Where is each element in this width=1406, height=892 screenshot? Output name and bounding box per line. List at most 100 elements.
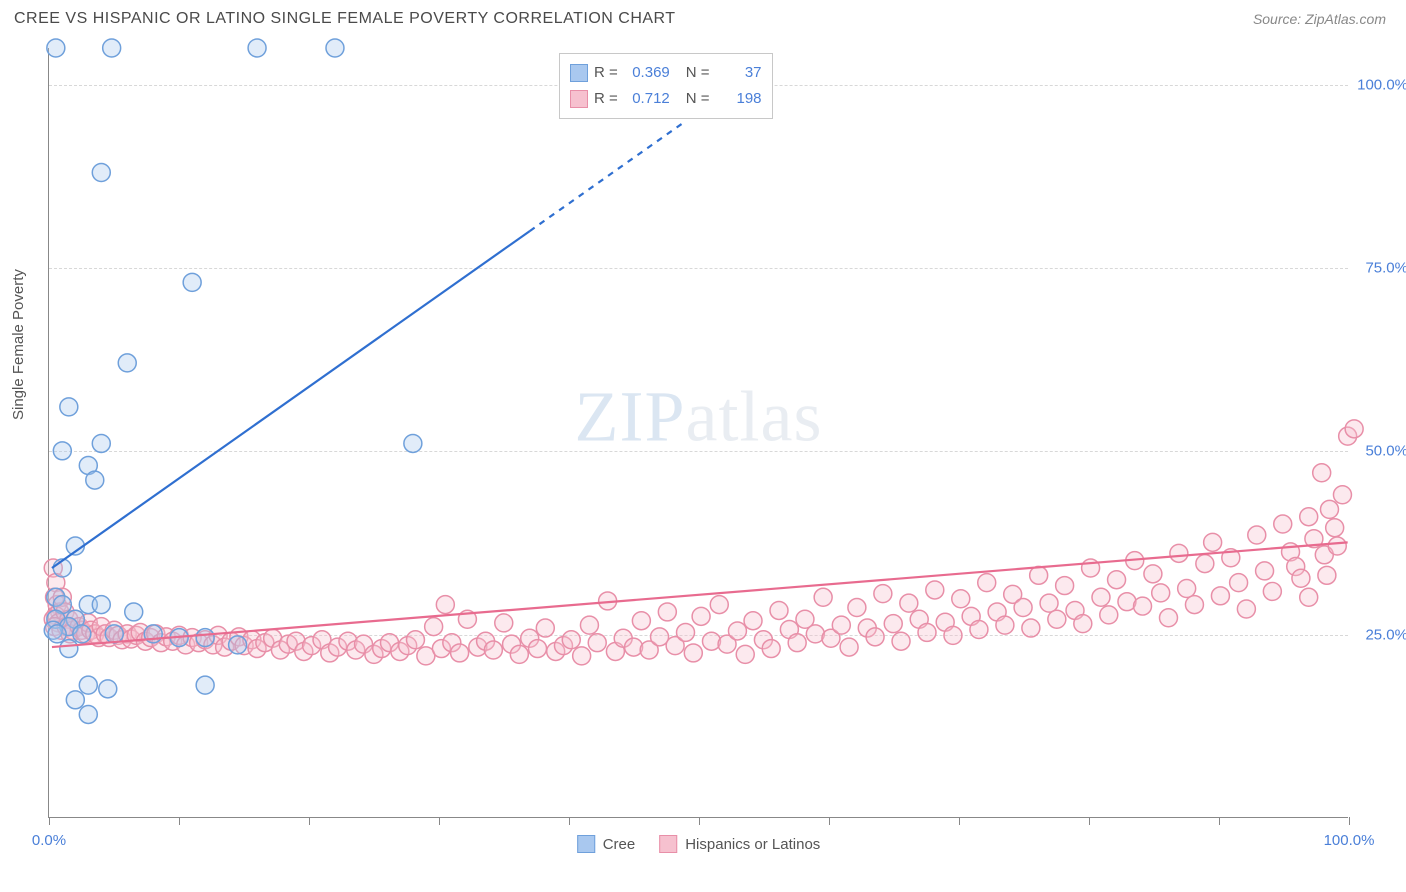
data-point [996, 616, 1014, 634]
data-point [1320, 500, 1338, 518]
y-axis-label: Single Female Poverty [10, 269, 27, 420]
x-tick [569, 817, 570, 825]
data-point [183, 273, 201, 291]
swatch-cree-icon [577, 835, 595, 853]
x-tick [1089, 817, 1090, 825]
x-tick [699, 817, 700, 825]
x-tick [439, 817, 440, 825]
data-point [1300, 508, 1318, 526]
trend-line [52, 231, 530, 568]
data-point [892, 632, 910, 650]
x-tick [179, 817, 180, 825]
scatter-plot [49, 48, 1348, 817]
data-point [573, 647, 591, 665]
data-point [529, 640, 547, 658]
data-point [60, 398, 78, 416]
data-point [1022, 619, 1040, 637]
data-point [1030, 566, 1048, 584]
data-point [952, 590, 970, 608]
y-tick-label: 75.0% [1353, 260, 1406, 277]
data-point [814, 588, 832, 606]
data-point [1100, 606, 1118, 624]
data-point [736, 645, 754, 663]
data-point [692, 607, 710, 625]
x-tick [309, 817, 310, 825]
data-point [406, 631, 424, 649]
data-point [1318, 566, 1336, 584]
data-point [1333, 486, 1351, 504]
data-point [632, 612, 650, 630]
chart-area: ZIPatlas R = 0.369 N = 37 R = 0.712 N = … [48, 48, 1348, 818]
data-point [66, 691, 84, 709]
data-point [229, 636, 247, 654]
data-point [536, 619, 554, 637]
data-point [658, 603, 676, 621]
data-point [451, 644, 469, 662]
data-point [702, 632, 720, 650]
data-point [1248, 526, 1266, 544]
data-point [196, 629, 214, 647]
legend-item-cree: Cree [577, 835, 636, 853]
data-point [1040, 594, 1058, 612]
data-point [926, 581, 944, 599]
x-tick [1349, 817, 1350, 825]
chart-title: CREE VS HISPANIC OR LATINO SINGLE FEMALE… [14, 10, 676, 28]
stats-row-cree: R = 0.369 N = 37 [570, 60, 762, 86]
data-point [677, 623, 695, 641]
data-point [588, 634, 606, 652]
x-tick [829, 817, 830, 825]
data-point [60, 640, 78, 658]
data-point [436, 596, 454, 614]
y-tick-label: 25.0% [1353, 626, 1406, 643]
data-point [1211, 587, 1229, 605]
data-point [1092, 588, 1110, 606]
data-point [1256, 562, 1274, 580]
legend-item-hisp: Hispanics or Latinos [659, 835, 820, 853]
data-point [1048, 610, 1066, 628]
x-tick [959, 817, 960, 825]
data-point [944, 626, 962, 644]
y-tick-label: 100.0% [1353, 76, 1406, 93]
data-point [73, 625, 91, 643]
data-point [1160, 609, 1178, 627]
x-tick-label: 0.0% [32, 832, 66, 849]
data-point [1345, 420, 1363, 438]
data-point [1326, 519, 1344, 537]
data-point [47, 39, 65, 57]
data-point [1170, 544, 1188, 562]
data-point [840, 638, 858, 656]
data-point [1263, 582, 1281, 600]
x-tick [1219, 817, 1220, 825]
source-label: Source: ZipAtlas.com [1253, 11, 1386, 27]
data-point [1014, 599, 1032, 617]
data-point [53, 442, 71, 460]
trend-line [530, 121, 686, 231]
data-point [79, 705, 97, 723]
data-point [1134, 597, 1152, 615]
swatch-hisp-icon [570, 90, 588, 108]
data-point [105, 625, 123, 643]
data-point [86, 471, 104, 489]
data-point [103, 39, 121, 57]
data-point [326, 39, 344, 57]
data-point [832, 616, 850, 634]
data-point [48, 625, 66, 643]
data-point [92, 596, 110, 614]
data-point [978, 574, 996, 592]
stats-legend: R = 0.369 N = 37 R = 0.712 N = 198 [559, 53, 773, 119]
data-point [1196, 555, 1214, 573]
data-point [744, 612, 762, 630]
swatch-cree-icon [570, 64, 588, 82]
data-point [1292, 569, 1310, 587]
data-point [196, 676, 214, 694]
data-point [1313, 464, 1331, 482]
data-point [848, 599, 866, 617]
data-point [1300, 588, 1318, 606]
data-point [970, 621, 988, 639]
data-point [1144, 565, 1162, 583]
data-point [79, 676, 97, 694]
data-point [1108, 571, 1126, 589]
x-tick-label: 100.0% [1324, 832, 1375, 849]
data-point [762, 640, 780, 658]
data-point [1204, 533, 1222, 551]
